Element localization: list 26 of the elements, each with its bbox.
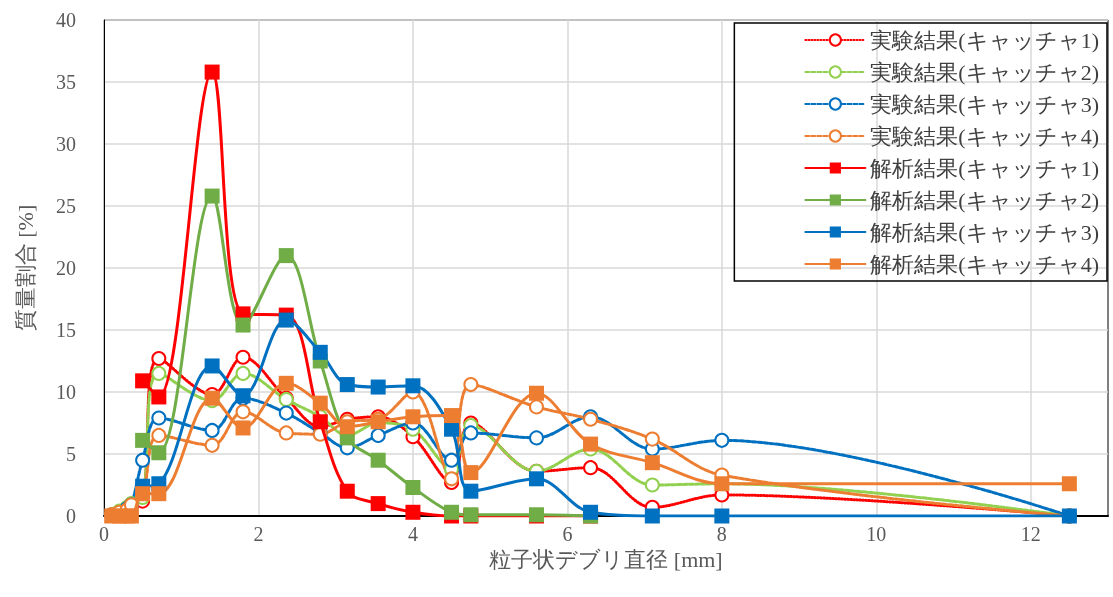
y-tick-label: 0	[66, 505, 76, 527]
legend-label: 解析結果(キャッチャ4)	[870, 251, 1099, 277]
y-tick-label: 10	[56, 381, 76, 403]
y-tick-label: 35	[56, 71, 76, 93]
x-tick-label: 4	[407, 523, 418, 545]
legend-label: 実験結果(キャッチャ1)	[870, 27, 1099, 53]
legend-label: 実験結果(キャッチャ3)	[870, 91, 1099, 117]
y-tick-label: 40	[56, 9, 76, 31]
x-axis-title: 粒子状デブリ直径 [mm]	[489, 547, 723, 573]
legend-label: 実験結果(キャッチャ4)	[870, 123, 1099, 149]
x-tick-label: 12	[1020, 523, 1041, 545]
y-tick-label: 25	[56, 195, 76, 217]
y-tick-label: 30	[56, 133, 76, 155]
y-tick-label: 20	[56, 257, 76, 279]
legend-label: 解析結果(キャッチャ2)	[870, 187, 1099, 213]
legend-label: 解析結果(キャッチャ1)	[870, 155, 1099, 181]
x-tick-label: 6	[562, 523, 573, 545]
y-tick-label: 15	[56, 319, 76, 341]
y-tick-label: 5	[66, 443, 76, 465]
x-tick-label: 8	[716, 523, 727, 545]
legend-label: 実験結果(キャッチャ2)	[870, 59, 1099, 85]
legend-label: 解析結果(キャッチャ3)	[870, 219, 1099, 245]
x-tick-label: 2	[253, 523, 264, 545]
x-tick-label: 0	[99, 523, 109, 545]
x-tick-label: 10	[866, 523, 887, 545]
y-axis-title: 質量割合 [%]	[12, 204, 38, 332]
